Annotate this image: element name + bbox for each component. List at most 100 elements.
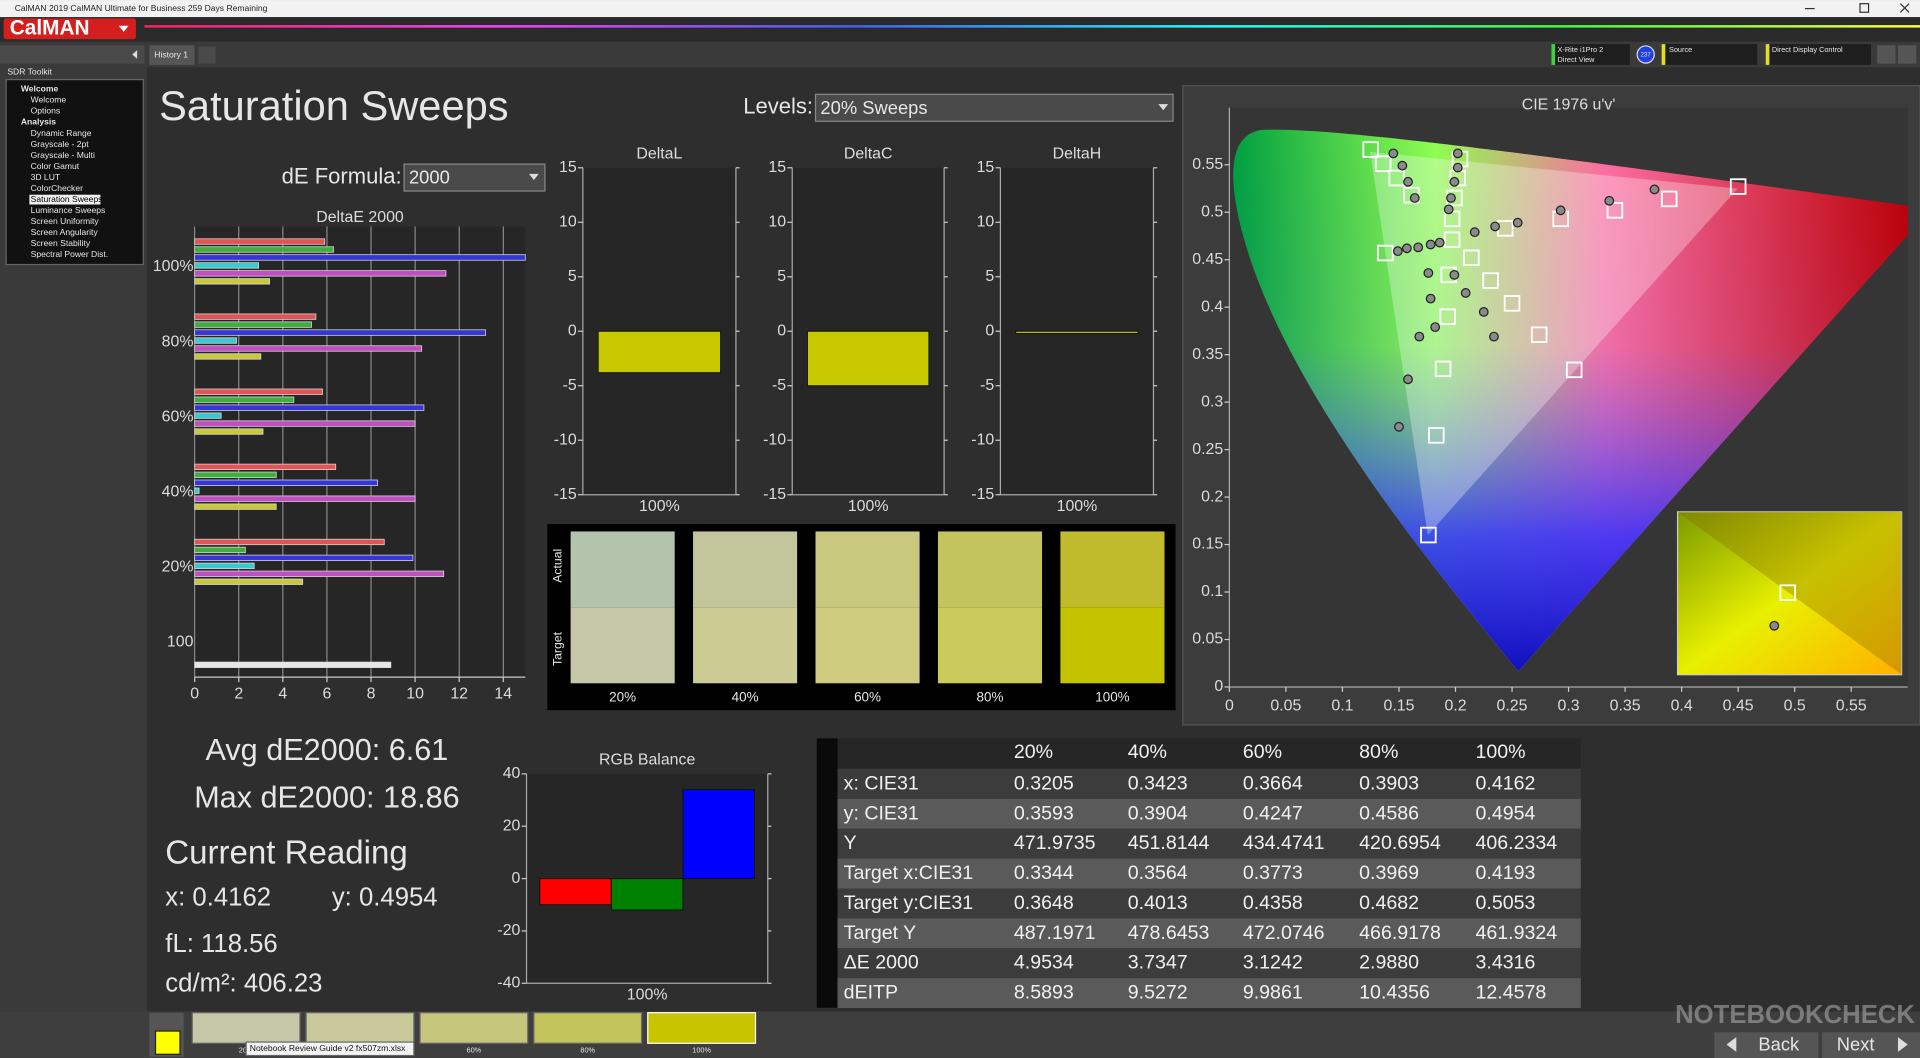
dropdown-arrow [528, 173, 539, 181]
actual-swatch [693, 531, 798, 608]
page-title: Saturation Sweeps [159, 82, 508, 129]
sidebar-item[interactable]: Grayscale - Multi [31, 150, 95, 160]
settings-button[interactable] [1877, 45, 1896, 64]
collapse-arrow[interactable] [132, 50, 138, 59]
thumbnail[interactable] [533, 1012, 643, 1044]
sidebar-item[interactable]: Dynamic Range [31, 128, 92, 138]
measured-point [1401, 243, 1412, 254]
tab[interactable] [149, 45, 195, 65]
row-label: Actual [551, 549, 565, 583]
table-cell: 10.4356 [1359, 982, 1430, 1004]
bar [194, 570, 445, 577]
bar [194, 471, 277, 478]
y-tick-label: -5 [980, 377, 994, 394]
sidebar-group[interactable]: Analysis [21, 117, 56, 127]
thumbnail-label: 80% [580, 1046, 595, 1055]
y-tick-label: 5 [985, 268, 994, 285]
display-box[interactable] [1765, 44, 1872, 65]
chart-title: CIE 1976 u'v' [1522, 97, 1616, 114]
measured-point [1409, 193, 1420, 203]
swatch-label: 40% [732, 690, 759, 705]
thumbnail[interactable] [191, 1012, 301, 1044]
table-cell: 461.9324 [1476, 922, 1558, 944]
logo-button[interactable] [3, 18, 136, 40]
source-box[interactable] [1661, 44, 1758, 65]
thumbnail[interactable] [305, 1012, 415, 1044]
x-tick-label: 0.05 [1270, 698, 1301, 715]
table-cell: 0.3969 [1359, 862, 1419, 884]
chart-title: DeltaH [1053, 146, 1102, 163]
target-point [1482, 272, 1499, 289]
bar [539, 878, 612, 906]
bar [194, 487, 200, 494]
measured-point [1413, 242, 1424, 253]
inset-reading [1769, 620, 1780, 631]
table-cell: 478.6453 [1128, 922, 1210, 944]
sidebar-item[interactable]: Saturation Sweeps [31, 194, 103, 204]
window-controls[interactable] [1804, 3, 1910, 13]
next-label[interactable]: Next [1837, 1034, 1875, 1055]
table-cell: 12.4578 [1476, 982, 1547, 1004]
sidebar-item[interactable]: Screen Angularity [31, 227, 99, 237]
formula-dropdown[interactable] [403, 163, 546, 192]
x-tick-label: 0.55 [1836, 698, 1867, 715]
tab-label[interactable]: History 1 [154, 49, 188, 59]
y-tick-label: 0.3 [1201, 393, 1223, 410]
measured-point [1490, 221, 1500, 232]
target-swatch [693, 607, 798, 684]
table-row [837, 828, 1581, 859]
logo[interactable]: CalMAN [10, 16, 90, 39]
target-point [1503, 295, 1521, 312]
x-tick-label: 0.5 [1784, 698, 1806, 715]
sidebar-item[interactable]: Color Gamut [31, 161, 80, 171]
sidebar-group[interactable]: Welcome [21, 84, 59, 94]
sidebar-item[interactable]: Screen Uniformity [31, 216, 100, 226]
sidebar-item[interactable]: Screen Stability [31, 238, 91, 248]
sidebar-item[interactable]: Spectral Power Dist. [31, 249, 109, 259]
bar [194, 262, 259, 269]
close-button[interactable] [1897, 45, 1917, 64]
table-cell: 3.1242 [1243, 952, 1303, 974]
x-tick-label: 0.25 [1497, 698, 1528, 715]
table-cell: Target y:CIE31 [844, 892, 973, 914]
table-cell: 0.4954 [1476, 802, 1536, 824]
x-tick-label: 0.1 [1331, 698, 1353, 715]
sidebar-item[interactable]: ColorChecker [31, 183, 83, 193]
x-tick-label: 0 [1225, 698, 1234, 715]
selected-item [29, 194, 101, 205]
sidebar-item[interactable]: Options [31, 106, 61, 116]
thumbnail[interactable] [647, 1012, 757, 1044]
target-point [1428, 427, 1445, 444]
back-label[interactable]: Back [1758, 1034, 1800, 1055]
levels-value[interactable]: 20% Sweeps [820, 97, 927, 118]
y-tick-label: 40 [503, 765, 521, 782]
formula-label: dE Formula: [282, 163, 402, 188]
thumbnail[interactable] [419, 1012, 529, 1044]
inset-shade [1677, 511, 1902, 675]
y-tick-label: 10 [977, 213, 995, 230]
formula-value[interactable]: 2000 [409, 167, 450, 188]
table-gutter [816, 738, 838, 1008]
y-tick-label: -5 [772, 377, 786, 394]
table-cell: Target x:CIE31 [844, 862, 973, 884]
target-point [1443, 231, 1461, 249]
add-tab[interactable] [198, 46, 216, 64]
meter-box[interactable] [1551, 44, 1630, 65]
sidebar-item[interactable]: Luminance Sweeps [31, 205, 106, 215]
sidebar-item[interactable]: Grayscale - 2pt [31, 139, 90, 149]
dropdown-arrow [1158, 104, 1169, 111]
table-cell: ΔE 2000 [844, 952, 919, 974]
table-header-cell: 100% [1476, 741, 1526, 763]
meter-badge[interactable] [1636, 45, 1655, 64]
sidebar-item[interactable]: 3D LUT [31, 172, 61, 182]
y-tick-label: 0.4 [1201, 298, 1223, 315]
bar [194, 404, 425, 411]
table-cell: 0.3903 [1359, 772, 1419, 794]
sidebar-item[interactable]: Welcome [31, 95, 67, 105]
meter-badge-label: 237 [1641, 52, 1652, 59]
measured-point [1434, 237, 1445, 248]
table-row [837, 948, 1581, 979]
bar [194, 562, 255, 569]
table-cell: 434.4741 [1243, 832, 1325, 854]
levels-dropdown[interactable] [814, 93, 1174, 122]
